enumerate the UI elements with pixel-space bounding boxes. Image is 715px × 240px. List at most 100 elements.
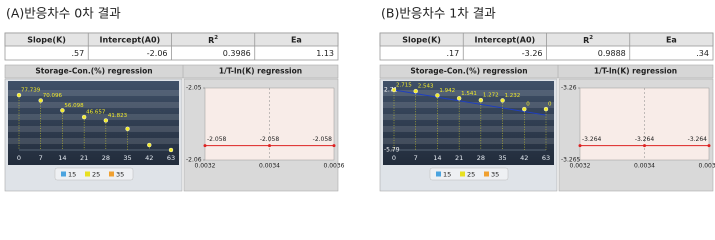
legend-swatch — [109, 171, 114, 177]
chart-band — [383, 126, 554, 132]
data-point — [60, 108, 65, 113]
x-tick-label: 21 — [80, 154, 88, 162]
value-label: -2.058 — [207, 136, 227, 143]
value-label: 1.272 — [483, 93, 499, 99]
x-tick-label: 28 — [102, 154, 110, 162]
value-label: -2.058 — [260, 136, 280, 143]
x-tick-label: 0.0034 — [634, 163, 655, 170]
data-point — [456, 96, 462, 101]
x-tick-label: 0.0036 — [699, 163, 715, 170]
value-label: 1.541 — [461, 91, 477, 97]
chart-band — [8, 126, 179, 132]
y-tick-label: -3.265 — [561, 157, 581, 164]
data-point — [168, 147, 174, 153]
x-tick-label: 0.0036 — [324, 163, 345, 170]
value-label: 56.098 — [64, 103, 84, 109]
table-header: Slope(K) — [402, 36, 441, 45]
value-label: 0 — [548, 102, 552, 108]
data-point — [500, 98, 505, 103]
legend-swatch — [460, 171, 465, 177]
y-tick-label: 2.71 — [384, 87, 398, 94]
section-title: 1/T-ln(K) regression — [219, 67, 302, 76]
table-cell: 0.9888 — [598, 49, 626, 58]
chart-band — [8, 138, 179, 144]
legend-label: 25 — [467, 171, 475, 179]
chart-bg — [8, 81, 179, 165]
table-cell: -3.26 — [522, 49, 543, 58]
x-tick-label: 35 — [498, 154, 506, 162]
chart-band — [8, 114, 179, 120]
legend-swatch — [484, 171, 489, 177]
section-bg — [4, 64, 339, 79]
data-point — [707, 144, 711, 148]
y-tick-label: -2.06 — [186, 157, 202, 164]
data-point — [203, 144, 207, 148]
value-label: -3.264 — [688, 136, 708, 143]
data-point — [413, 88, 418, 94]
header-sup: 2 — [589, 35, 593, 41]
data-point — [268, 144, 271, 148]
data-point — [103, 118, 109, 123]
table-cell: 1.13 — [316, 49, 334, 58]
table-header: R2 — [583, 35, 593, 45]
legend-label: 25 — [92, 171, 100, 179]
value-label: 1.232 — [505, 93, 521, 99]
table-header: R2 — [208, 35, 218, 45]
x-tick-label: 0.0032 — [570, 163, 591, 170]
data-point — [125, 126, 130, 132]
data-point — [81, 114, 87, 120]
regression-line — [393, 89, 547, 116]
table-cell: .34 — [696, 49, 709, 58]
value-label: -2.058 — [313, 136, 333, 143]
x-tick-label: 42 — [520, 154, 528, 162]
table-header: Ea — [666, 36, 677, 45]
section-title: Storage-Con.(%) regression — [35, 67, 152, 76]
chart-band — [383, 138, 554, 144]
table-cell: -2.06 — [147, 49, 168, 58]
chart-band — [383, 102, 554, 108]
header-sup: 2 — [214, 35, 218, 41]
section-title: Storage-Con.(%) regression — [410, 67, 527, 76]
value-label: 46.657 — [86, 110, 106, 116]
chart-bg — [383, 81, 554, 165]
table-header: Ea — [291, 36, 302, 45]
section-bg — [379, 64, 714, 79]
x-tick-label: 35 — [123, 154, 131, 162]
legend-box — [429, 167, 509, 181]
chart-band — [383, 90, 554, 96]
x-tick-label: 63 — [542, 154, 550, 162]
data-point — [643, 144, 646, 148]
data-point — [147, 142, 152, 148]
screen: (A)반응차수 0차 결과 Slope(K) .57 Intercept(A0) -2.… — [4, 6, 715, 192]
data-point — [391, 87, 397, 93]
legend-box — [54, 167, 134, 181]
legend-swatch — [85, 171, 90, 177]
table-cell: 0.3986 — [223, 49, 251, 58]
data-point — [435, 93, 440, 98]
value-label: 70.096 — [43, 93, 63, 99]
value-label: 1.942 — [439, 88, 455, 94]
x-tick-label: 7 — [39, 154, 43, 162]
x-tick-label: 21 — [455, 154, 463, 162]
chart-band — [8, 102, 179, 108]
legend-label: 15 — [443, 171, 451, 179]
x-tick-label: 63 — [167, 154, 175, 162]
table-header: Intercept(A0) — [475, 36, 536, 45]
x-tick-label: 14 — [58, 154, 66, 162]
data-point — [522, 106, 527, 112]
value-label: 0 — [526, 102, 530, 108]
data-point — [332, 144, 336, 148]
legend-label: 15 — [68, 171, 76, 179]
panel-title: (A)반응차수 0차 결과 — [6, 6, 121, 21]
data-point — [16, 92, 22, 98]
y-tick-label: -3.26 — [561, 85, 577, 92]
table-header: Slope(K) — [27, 36, 66, 45]
x-tick-label: 0 — [392, 154, 396, 162]
x-tick-label: 0 — [17, 154, 21, 162]
value-label: -3.264 — [582, 136, 602, 143]
x-tick-label: 42 — [145, 154, 153, 162]
x-tick-label: 7 — [414, 154, 418, 162]
x-tick-label: 0.0032 — [195, 163, 216, 170]
legend-label: 35 — [491, 171, 499, 179]
table-cell: .17 — [447, 49, 460, 58]
